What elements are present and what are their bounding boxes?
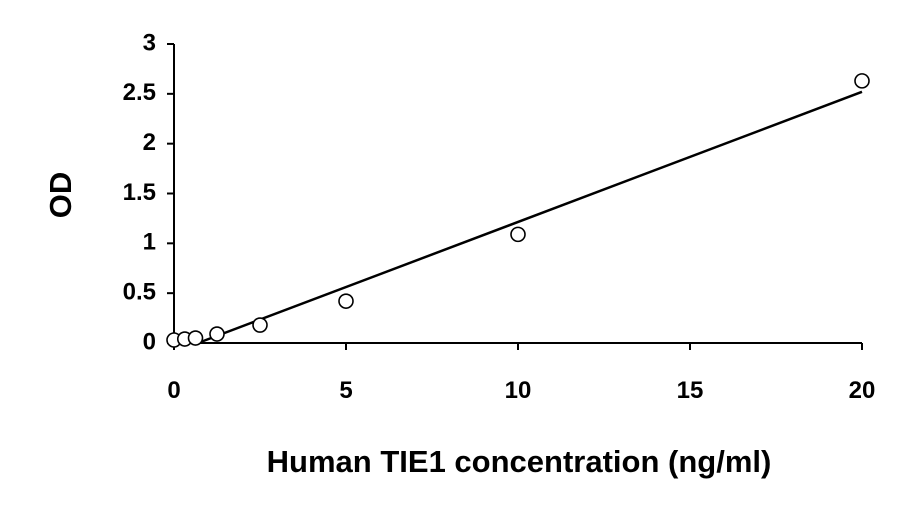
y-tick-label: 3 [143, 29, 156, 56]
y-tick-label: 1.5 [123, 179, 156, 206]
y-axis-title-group: OD [43, 172, 78, 219]
y-tick-label: 2.5 [123, 79, 156, 106]
x-tick-label: 0 [167, 377, 180, 404]
y-tick-label: 0 [143, 328, 156, 355]
data-point [338, 293, 354, 309]
y-tick-label: 1 [143, 229, 156, 256]
x-axis-title: Human TIE1 concentration (ng/ml) [267, 444, 772, 479]
data-point [854, 73, 870, 89]
plot-area: 0 0.5 1 1.5 2 2.5 3 0 5 10 15 20 [123, 29, 876, 404]
y-tick-label: 0.5 [123, 279, 156, 306]
x-tick-label: 5 [339, 377, 352, 404]
data-point [252, 317, 268, 333]
data-point [209, 326, 225, 342]
x-tick-label: 20 [849, 377, 876, 404]
x-tick-label: 10 [505, 377, 532, 404]
data-point [510, 226, 526, 243]
x-tick-label: 15 [677, 377, 704, 404]
data-point [187, 330, 204, 346]
trend-line [197, 90, 863, 345]
y-tick-label: 2 [143, 129, 156, 156]
y-axis-title: OD [43, 172, 78, 219]
